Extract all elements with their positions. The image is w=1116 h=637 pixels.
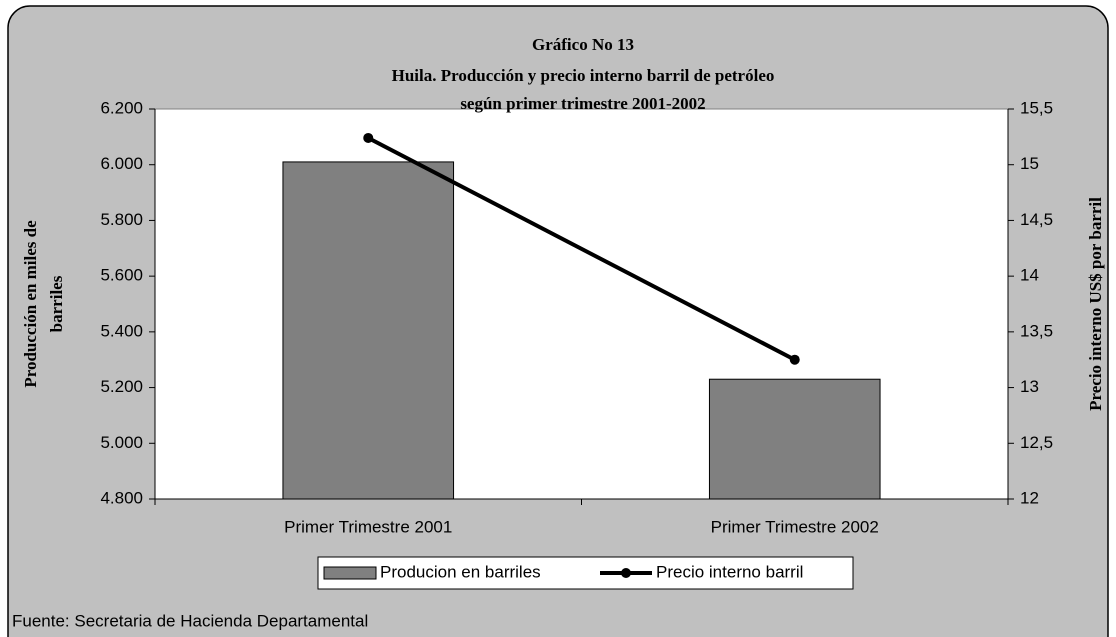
source-note: Fuente: Secretaria de Hacienda Departame… bbox=[12, 611, 368, 630]
y-axis-title: barriles bbox=[47, 275, 66, 332]
y2-tick-label: 13,5 bbox=[1020, 321, 1053, 340]
y2-tick-label: 14,5 bbox=[1020, 210, 1053, 229]
y-tick-label: 5.400 bbox=[100, 321, 143, 340]
x-tick-label: Primer Trimestre 2001 bbox=[284, 517, 452, 536]
y2-tick-label: 15 bbox=[1020, 154, 1039, 173]
x-tick-label: Primer Trimestre 2002 bbox=[711, 517, 879, 536]
y2-axis-title: Precio interno US$ por barril bbox=[1086, 197, 1105, 411]
legend-label: Precio interno barril bbox=[656, 562, 803, 581]
y2-tick-label: 15,5 bbox=[1020, 98, 1053, 117]
y-tick-label: 5.200 bbox=[100, 377, 143, 396]
chart-subtitle: según primer trimestre 2001-2002 bbox=[460, 94, 705, 113]
y-tick-label: 5.000 bbox=[100, 433, 143, 452]
bar bbox=[282, 161, 455, 500]
y-tick-label: 6.000 bbox=[100, 154, 143, 173]
line-marker bbox=[363, 132, 374, 143]
y-tick-label: 4.800 bbox=[100, 488, 143, 507]
line bbox=[367, 136, 796, 362]
legend-box bbox=[317, 556, 854, 590]
y2-tick-label: 12,5 bbox=[1020, 433, 1053, 452]
legend-swatch bbox=[323, 566, 377, 580]
chart-subtitle: Huila. Producción y precio interno barri… bbox=[392, 66, 775, 85]
chart-title: Gráfico No 13 bbox=[532, 35, 634, 54]
y-tick-label: 6.200 bbox=[100, 98, 143, 117]
y2-tick-label: 14 bbox=[1020, 266, 1039, 285]
line-marker bbox=[789, 354, 800, 365]
y2-tick-label: 12 bbox=[1020, 488, 1039, 507]
y2-tick-label: 13 bbox=[1020, 377, 1039, 396]
bar bbox=[708, 378, 881, 500]
legend-label: Producion en barriles bbox=[380, 562, 541, 581]
y-tick-label: 5.800 bbox=[100, 210, 143, 229]
y-tick-label: 5.600 bbox=[100, 266, 143, 285]
legend-marker bbox=[621, 568, 631, 578]
y-axis-title: Producción en miles de bbox=[21, 220, 40, 388]
